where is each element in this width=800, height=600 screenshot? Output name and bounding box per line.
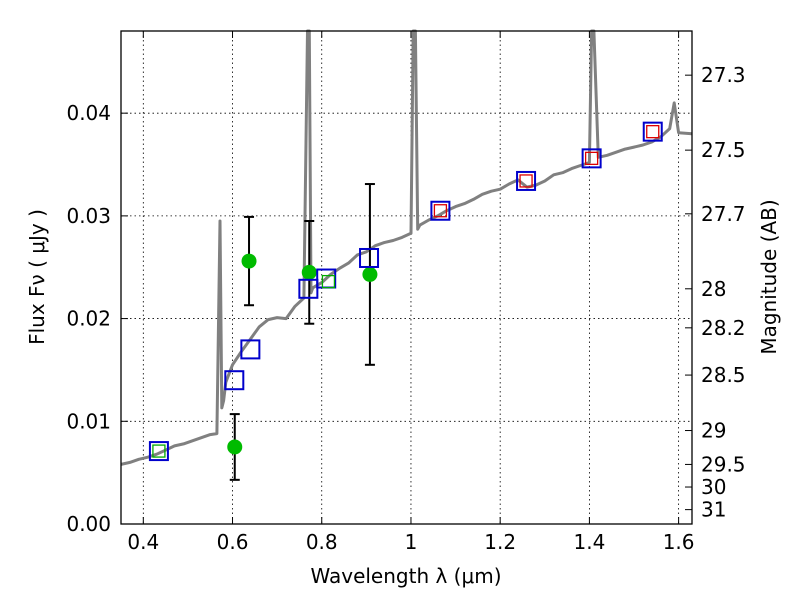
ticks-layer: 0.4 0.6 0.8 1 1.2 1.4 1.6 0.00 0.01 0.02 0.03 0.04 2… xyxy=(66,31,746,554)
model-square xyxy=(581,148,602,169)
mag-tick-label: 30 xyxy=(701,475,726,499)
mag-tick-label: 28.5 xyxy=(701,363,746,387)
photometry-point xyxy=(227,439,243,455)
y-tick-label: 0.02 xyxy=(66,307,111,331)
mag-tick-label: 27.7 xyxy=(701,202,746,226)
x-tick-label: 1.6 xyxy=(663,530,695,554)
y-right-axis-title: Magnitude (AB) xyxy=(757,199,781,354)
mag-tick-label: 29.5 xyxy=(701,452,746,476)
model-square xyxy=(430,200,451,221)
model-inner-square xyxy=(152,444,166,458)
model-square xyxy=(642,121,663,142)
mag-tick-label: 29 xyxy=(701,419,726,443)
x-tick-label: 0.4 xyxy=(127,530,159,554)
grid-lines xyxy=(121,31,692,525)
x-tick-label: 1.4 xyxy=(573,530,605,554)
model-square xyxy=(359,247,380,268)
model-square xyxy=(240,339,261,360)
model-inner-square xyxy=(646,125,660,139)
mag-tick-label: 27.5 xyxy=(701,138,746,162)
model-inner-square xyxy=(321,274,336,289)
model-square xyxy=(298,278,319,299)
x-tick-label: 0.6 xyxy=(217,530,249,554)
plot-frame xyxy=(120,30,693,525)
y-axis-title: Flux Fν ( μJy ) xyxy=(25,209,49,345)
spectrum-line xyxy=(120,29,693,466)
model-inner-square xyxy=(519,174,533,188)
x-axis-title: Wavelength λ (μm) xyxy=(310,564,501,588)
photometry-point xyxy=(301,264,317,280)
y-tick-label: 0.03 xyxy=(66,204,111,228)
model-inner-square xyxy=(584,151,599,166)
model-square xyxy=(516,170,537,191)
photometry-point xyxy=(362,266,378,282)
mag-tick-label: 28 xyxy=(701,277,726,301)
model-square xyxy=(224,370,245,391)
y-tick-label: 0.00 xyxy=(66,512,111,536)
model-square xyxy=(148,441,169,462)
y-tick-label: 0.04 xyxy=(66,101,111,125)
photometry-point xyxy=(241,253,257,269)
x-tick-label: 0.8 xyxy=(306,530,338,554)
mag-tick-label: 28.2 xyxy=(701,316,746,340)
series-layer xyxy=(120,29,693,481)
y-tick-label: 0.01 xyxy=(66,409,111,433)
model-inner-square xyxy=(433,204,448,218)
mag-tick-label: 31 xyxy=(701,498,726,522)
mag-tick-label: 27.3 xyxy=(701,63,746,87)
x-tick-label: 1.2 xyxy=(484,530,516,554)
x-tick-label: 1 xyxy=(405,530,418,554)
